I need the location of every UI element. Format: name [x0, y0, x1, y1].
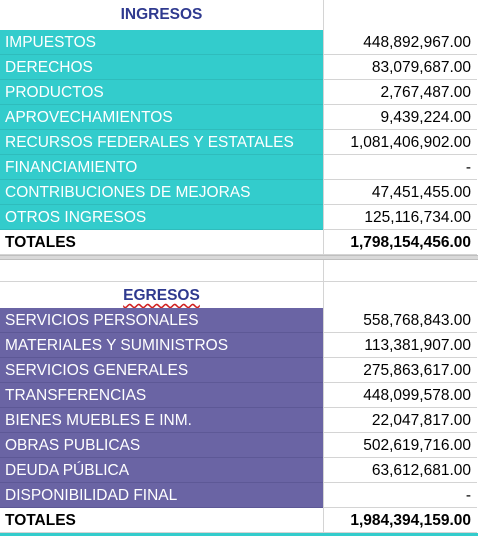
ingreso-value[interactable]: 125,116,734.00 [323, 205, 477, 230]
ingreso-value[interactable]: 9,439,224.00 [323, 105, 477, 130]
egresos-total-label[interactable]: TOTALES [0, 508, 323, 533]
egreso-value[interactable]: - [323, 483, 477, 508]
table-row: SERVICIOS GENERALES 275,863,617.00 [0, 358, 478, 383]
table-row: DEUDA PÚBLICA 63,612,681.00 [0, 458, 478, 483]
ingresos-total-value[interactable]: 1,798,154,456.00 [323, 230, 477, 255]
ingreso-value[interactable]: 2,767,487.00 [323, 80, 477, 105]
egreso-label[interactable]: SERVICIOS GENERALES [0, 358, 323, 383]
ingreso-label[interactable]: RECURSOS FEDERALES Y ESTATALES [0, 130, 323, 155]
table-row: APROVECHAMIENTOS 9,439,224.00 [0, 105, 478, 130]
ingresos-header-row: INGRESOS [0, 0, 478, 30]
egreso-label[interactable]: DEUDA PÚBLICA [0, 458, 323, 483]
egreso-label[interactable]: TRANSFERENCIAS [0, 383, 323, 408]
egresos-total-row: TOTALES 1,984,394,159.00 [0, 508, 478, 533]
egreso-value[interactable]: 558,768,843.00 [323, 308, 477, 333]
ingreso-value[interactable]: 83,079,687.00 [323, 55, 477, 80]
egresos-header-row: EGRESOS [0, 282, 478, 308]
ingresos-header-empty-cell[interactable] [323, 0, 477, 30]
ingresos-total-label[interactable]: TOTALES [0, 230, 323, 255]
egreso-label[interactable]: DISPONIBILIDAD FINAL [0, 483, 323, 508]
table-row: TRANSFERENCIAS 448,099,578.00 [0, 383, 478, 408]
ingreso-label[interactable]: OTROS INGRESOS [0, 205, 323, 230]
ingreso-value[interactable]: 448,892,967.00 [323, 30, 477, 55]
bottom-rule [0, 533, 478, 536]
table-row: BIENES MUEBLES E INM. 22,047,817.00 [0, 408, 478, 433]
egreso-value[interactable]: 63,612,681.00 [323, 458, 477, 483]
table-row: SERVICIOS PERSONALES 558,768,843.00 [0, 308, 478, 333]
egreso-label: BIENES MUEBLES E INM. [5, 412, 192, 429]
ingreso-label[interactable]: FINANCIAMIENTO [0, 155, 323, 180]
ingreso-label[interactable]: PRODUCTOS [0, 80, 323, 105]
table-row: FINANCIAMIENTO - [0, 155, 478, 180]
egreso-label[interactable]: SERVICIOS PERSONALES [0, 308, 323, 333]
ingreso-label[interactable]: DERECHOS [0, 55, 323, 80]
blank-cell[interactable] [0, 260, 323, 282]
ingreso-value[interactable]: 1,081,406,902.00 [323, 130, 477, 155]
egreso-value[interactable]: 113,381,907.00 [323, 333, 477, 358]
egresos-title-cell[interactable]: EGRESOS [0, 282, 323, 308]
ingreso-value[interactable]: 47,451,455.00 [323, 180, 477, 205]
section-separator [0, 255, 478, 260]
egreso-label[interactable]: MATERIALES Y SUMINISTROS [0, 333, 323, 358]
egresos-header-empty-cell[interactable] [323, 282, 477, 308]
table-row: IMPUESTOS 448,892,967.00 [0, 30, 478, 55]
ingresos-title[interactable]: INGRESOS [120, 6, 203, 23]
blank-row [0, 260, 478, 282]
table-row: DISPONIBILIDAD FINAL - [0, 483, 478, 508]
table-row: MATERIALES Y SUMINISTROS 113,381,907.00 [0, 333, 478, 358]
blank-cell[interactable] [323, 260, 477, 282]
egreso-value[interactable]: 502,619,716.00 [323, 433, 477, 458]
table-row: RECURSOS FEDERALES Y ESTATALES 1,081,406… [0, 130, 478, 155]
ingresos-total-row: TOTALES 1,798,154,456.00 [0, 230, 478, 255]
egreso-label[interactable]: OBRAS PUBLICAS [0, 433, 323, 458]
egreso-value[interactable]: 448,099,578.00 [323, 383, 477, 408]
table-row: OBRAS PUBLICAS 502,619,716.00 [0, 433, 478, 458]
table-row: CONTRIBUCIONES DE MEJORAS 47,451,455.00 [0, 180, 478, 205]
ingreso-label[interactable]: IMPUESTOS [0, 30, 323, 55]
ingreso-value[interactable]: - [323, 155, 477, 180]
table-row: DERECHOS 83,079,687.00 [0, 55, 478, 80]
egreso-label-cell[interactable]: BIENES MUEBLES E INM. [0, 408, 323, 433]
ingreso-label[interactable]: APROVECHAMIENTOS [0, 105, 323, 130]
egresos-title: EGRESOS [123, 287, 200, 304]
egreso-value[interactable]: 275,863,617.00 [323, 358, 477, 383]
table-row: OTROS INGRESOS 125,116,734.00 [0, 205, 478, 230]
table-row: PRODUCTOS 2,767,487.00 [0, 80, 478, 105]
egresos-total-value[interactable]: 1,984,394,159.00 [323, 508, 477, 533]
ingreso-label[interactable]: CONTRIBUCIONES DE MEJORAS [0, 180, 323, 205]
egreso-value[interactable]: 22,047,817.00 [323, 408, 477, 433]
